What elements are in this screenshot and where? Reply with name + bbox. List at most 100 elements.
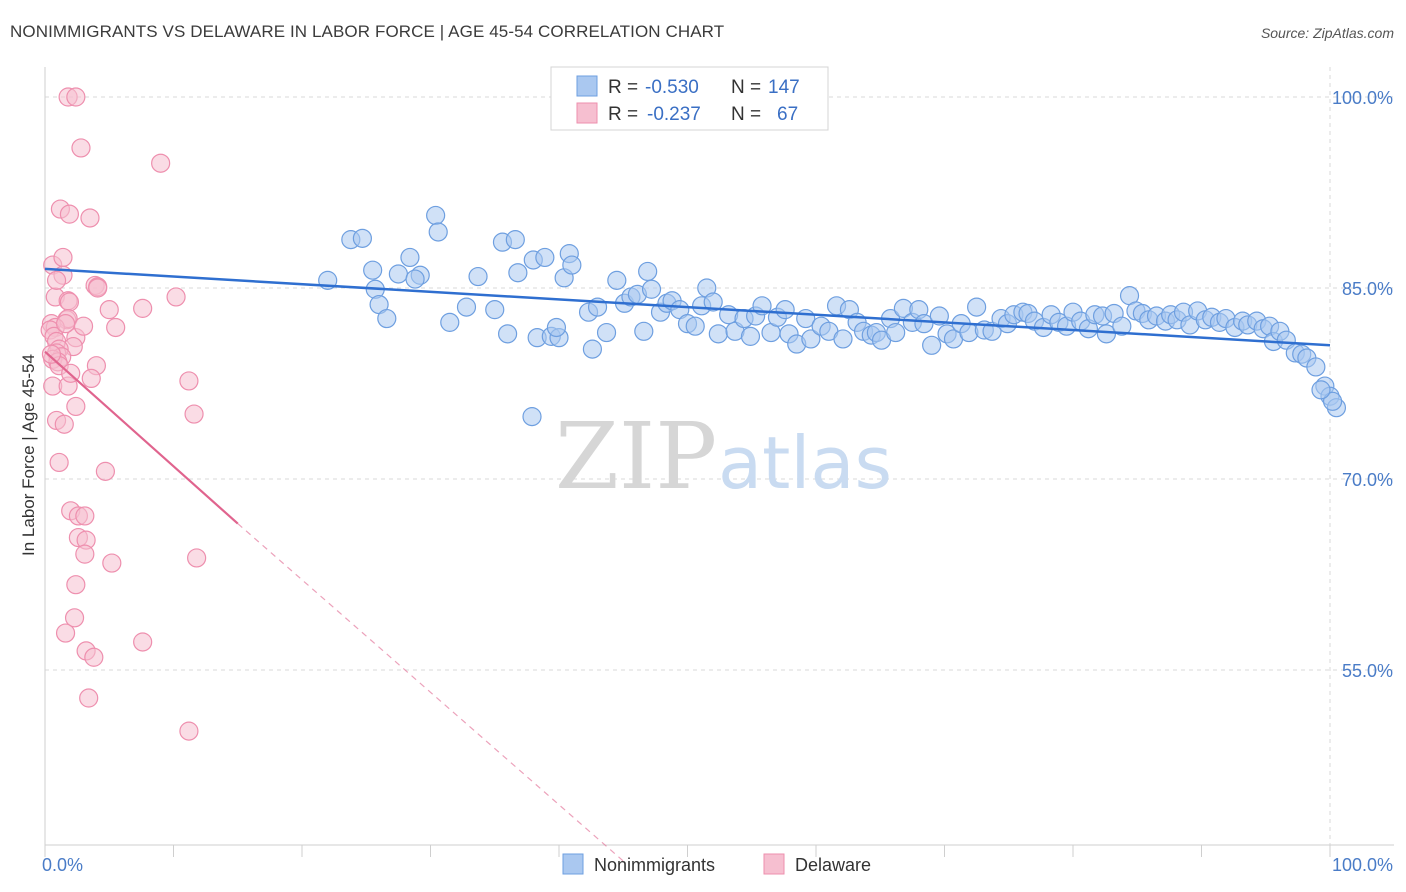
delaware-point-5 — [59, 204, 80, 224]
delaware-point-62 — [46, 270, 67, 290]
nonimmigrants-point-67 — [833, 329, 853, 349]
nonimmigrants-point-22 — [535, 247, 555, 268]
nonimmigrants-point-29 — [562, 255, 582, 275]
delaware-point-35 — [81, 368, 101, 389]
delaware-point-16 — [99, 300, 119, 320]
delaware-point-56 — [133, 632, 153, 652]
delaware-point-51 — [102, 553, 122, 573]
delaware-point-39 — [66, 396, 86, 417]
nonimmigrants-point-49 — [703, 292, 723, 312]
nonimmigrants-point-79 — [914, 314, 934, 334]
legend-r-value-1: -0.530 — [645, 77, 699, 98]
delaware-point-60 — [179, 721, 199, 741]
source-label: Source: ZipAtlas.com — [1260, 25, 1394, 41]
bottom-legend-nonimmigrants: Nonimmigrants — [594, 855, 715, 875]
tick-labels: 55.0% 70.0% 85.0% 100.0% 0.0% 100.0% — [42, 88, 1393, 875]
nonimmigrants-point-40 — [641, 279, 662, 299]
nonimmigrants-point-63 — [801, 329, 821, 349]
delaware-point-53 — [66, 575, 86, 595]
nonimmigrants-point-81 — [929, 306, 949, 326]
nonimmigrants-point-34 — [607, 270, 627, 290]
legend-swatch-pink — [576, 102, 598, 124]
nonimmigrants-point-8 — [400, 247, 420, 268]
nonimmigrants-point-106 — [1112, 316, 1132, 336]
trend-line-nonimmigrants — [44, 267, 1331, 347]
delaware-point-55 — [55, 623, 76, 643]
nonimmigrants-point-75 — [886, 322, 906, 343]
delaware-point-2 — [71, 138, 91, 158]
delaware-point-59 — [79, 688, 99, 708]
delaware-point-66 — [73, 316, 94, 336]
delaware-point-43 — [49, 452, 69, 473]
delaware-point-6 — [80, 208, 100, 228]
delaware-point-36 — [179, 371, 199, 391]
nonimmigrants-point-10 — [405, 269, 425, 289]
delaware-point-15 — [166, 287, 186, 307]
bottom-legend-swatch-blue — [562, 853, 584, 875]
nonimmigrants-point-11 — [426, 205, 446, 226]
nonimmigrants-point-15 — [468, 266, 488, 287]
nonimmigrants-point-18 — [505, 230, 525, 250]
y-tick-label-2: 85.0% — [1342, 279, 1393, 299]
delaware-point-61 — [88, 278, 108, 298]
legend-r-label-2: R = — [608, 104, 638, 125]
watermark-zip: ZIP — [555, 403, 717, 510]
legend: R = -0.530 N = 147 R = -0.237 N = 67 — [550, 66, 829, 131]
nonimmigrants-point-12 — [428, 222, 448, 242]
series-nonimmigrants — [318, 205, 1347, 427]
legend-n-value-1: 147 — [768, 77, 800, 98]
delaware-point-44 — [95, 461, 115, 481]
nonimmigrants-point-20 — [508, 263, 528, 283]
y-tick-label-1: 70.0% — [1342, 470, 1393, 490]
delaware-point-3 — [151, 153, 171, 173]
nonimmigrants-point-14 — [456, 297, 477, 317]
nonimmigrants-point-138 — [522, 407, 542, 427]
trend-line-delaware — [44, 350, 239, 525]
nonimmigrants-point-134 — [1306, 357, 1326, 377]
delaware-point-14 — [59, 292, 80, 312]
nonimmigrants-point-7 — [388, 264, 408, 284]
nonimmigrants-point-50 — [708, 324, 728, 344]
nonimmigrants-point-140 — [1311, 380, 1331, 400]
bottom-legend-swatch-pink — [763, 853, 785, 875]
legend-r-label-1: R = — [608, 77, 638, 98]
delaware-point-17 — [133, 298, 153, 318]
delaware-point-22 — [106, 317, 126, 338]
trend-line-delaware-extension — [237, 523, 624, 862]
x-tick-label-1: 100.0% — [1332, 855, 1393, 875]
legend-r-value-2: -0.237 — [647, 104, 701, 125]
nonimmigrants-point-59 — [775, 300, 795, 320]
nonimmigrants-point-26 — [546, 317, 567, 338]
legend-swatch-blue — [576, 75, 598, 97]
nonimmigrants-point-33 — [596, 322, 617, 343]
delaware-point-1 — [66, 87, 86, 107]
bottom-legend-delaware: Delaware — [795, 855, 871, 875]
nonimmigrants-point-86 — [967, 297, 987, 317]
watermark: ZIP atlas — [555, 403, 892, 510]
delaware-point-54 — [64, 608, 85, 628]
nonimmigrants-point-2 — [352, 228, 372, 248]
nonimmigrants-point-13 — [440, 312, 460, 332]
nonimmigrants-point-31 — [582, 339, 603, 359]
delaware-point-52 — [187, 548, 207, 568]
y-axis-label: In Labor Force | Age 45-54 — [19, 354, 38, 556]
nonimmigrants-point-80 — [922, 335, 942, 355]
delaware-point-8 — [53, 247, 73, 268]
nonimmigrants-point-139 — [1322, 391, 1343, 411]
trend-lines — [44, 267, 1331, 862]
delaware-point-47 — [75, 506, 95, 526]
legend-n-label-2: N = — [731, 104, 761, 125]
nonimmigrants-point-104 — [1096, 324, 1117, 344]
delaware-point-42 — [54, 414, 74, 434]
nonimmigrants-point-3 — [363, 260, 383, 280]
x-tick-label-0: 0.0% — [42, 855, 83, 875]
chart-title: NONIMMIGRANTS VS DELAWARE IN LABOR FORCE… — [10, 22, 725, 41]
nonimmigrants-point-46 — [685, 316, 705, 336]
nonimmigrants-point-39 — [638, 261, 658, 282]
y-tick-label-0: 55.0% — [1342, 661, 1393, 681]
legend-n-label-1: N = — [731, 77, 761, 98]
series-delaware — [40, 87, 207, 741]
nonimmigrants-point-6 — [377, 308, 397, 329]
watermark-atlas: atlas — [718, 421, 892, 505]
